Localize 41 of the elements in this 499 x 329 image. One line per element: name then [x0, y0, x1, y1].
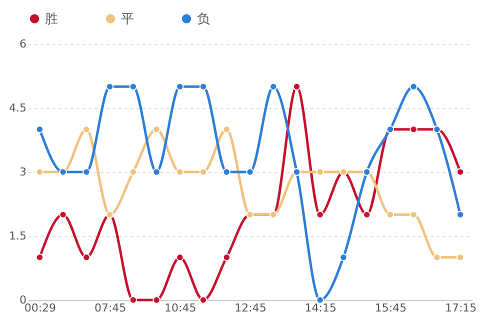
x-tick-label: 15:45: [374, 302, 407, 314]
point: [36, 168, 44, 176]
point: [410, 210, 418, 219]
point: [82, 253, 90, 262]
legend-label: 负: [197, 12, 210, 27]
point: [456, 168, 464, 176]
x-tick-label: 14:15: [304, 302, 336, 314]
point: [152, 168, 160, 176]
y-tick-label: 0: [20, 294, 26, 306]
point: [129, 168, 138, 176]
x-tick-label: 17:15: [444, 302, 477, 314]
point: [152, 296, 160, 304]
x-tick-label: 12:45: [234, 302, 266, 314]
point: [176, 82, 184, 91]
point: [129, 296, 138, 304]
point: [316, 168, 324, 176]
point: [176, 168, 184, 176]
x-tick-label: 07:45: [94, 302, 126, 314]
y-tick-label: 6: [20, 38, 26, 50]
point: [222, 168, 230, 176]
point: [433, 253, 441, 262]
point: [59, 210, 67, 219]
point: [246, 168, 254, 176]
point: [106, 82, 114, 91]
x-tick-label: 10:45: [164, 302, 196, 314]
point: [82, 168, 90, 176]
legend-label: 平: [121, 12, 134, 27]
point: [222, 253, 230, 262]
point: [270, 82, 278, 91]
point: [199, 168, 208, 176]
x-tick-label: 00:29: [24, 302, 56, 314]
y-tick-label: 4.5: [9, 102, 26, 114]
y-tick-label: 3: [20, 166, 26, 178]
point: [340, 253, 348, 262]
point: [292, 82, 301, 91]
point: [199, 82, 208, 91]
point: [199, 296, 208, 304]
point: [129, 82, 138, 91]
point: [316, 296, 324, 304]
y-tick-label: 1.5: [9, 230, 26, 242]
legend-label: 胜: [45, 12, 58, 27]
